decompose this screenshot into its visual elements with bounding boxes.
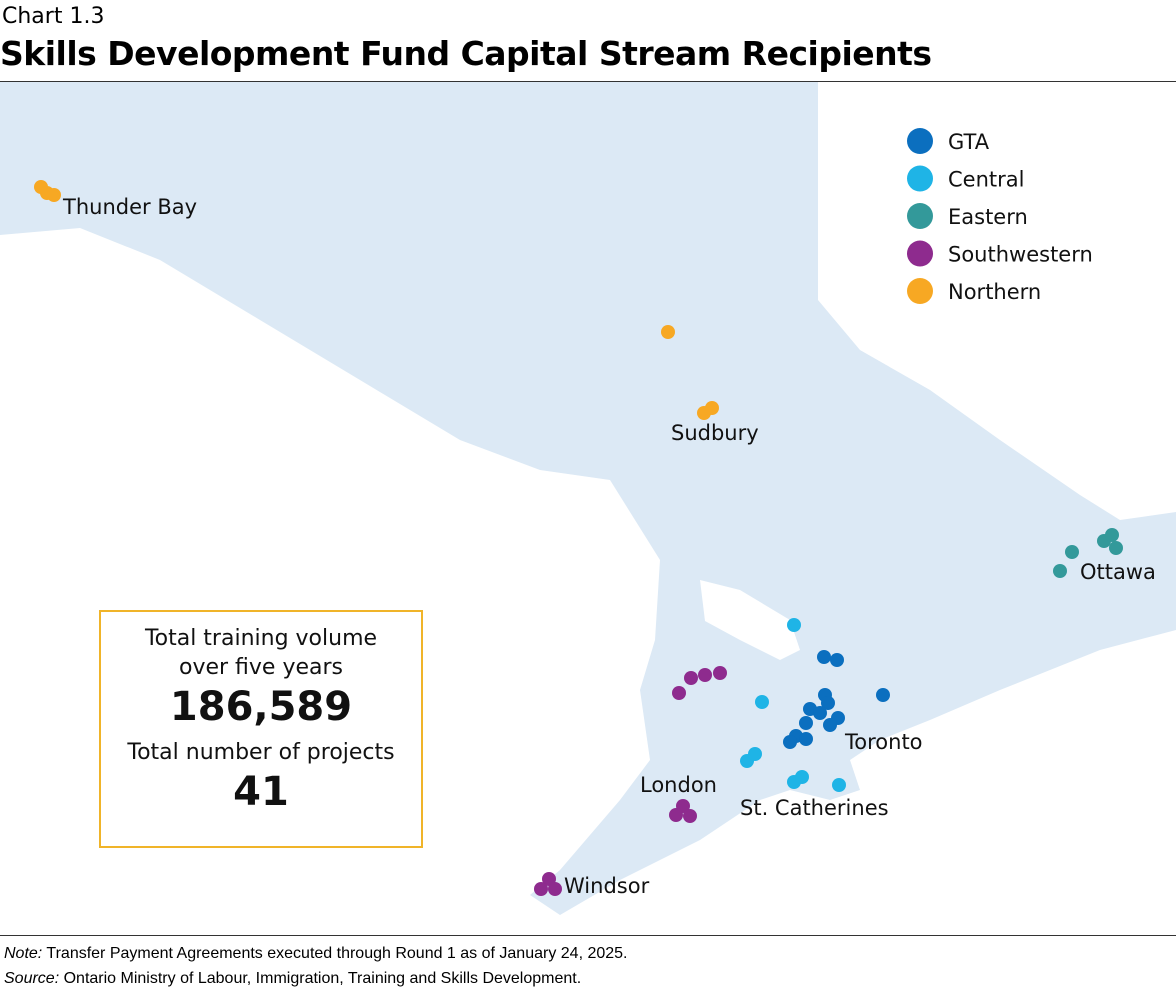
legend-swatch xyxy=(907,203,933,229)
chart-title: Skills Development Fund Capital Stream R… xyxy=(0,34,932,73)
location-dot xyxy=(661,325,675,339)
note: Note: Transfer Payment Agreements execut… xyxy=(4,941,628,966)
city-label: Toronto xyxy=(844,730,923,754)
city-label: Windsor xyxy=(564,874,650,898)
legend-swatch xyxy=(907,165,933,192)
location-dot xyxy=(799,716,813,730)
location-dot xyxy=(1109,541,1123,555)
location-dot xyxy=(823,718,837,732)
location-dot xyxy=(698,668,712,682)
location-dot xyxy=(813,706,827,720)
location-dot xyxy=(783,735,797,749)
legend-label: Eastern xyxy=(948,205,1028,229)
city-label: Sudbury xyxy=(671,421,759,445)
location-dot xyxy=(534,882,548,896)
location-dot xyxy=(1053,564,1067,578)
legend-label: Southwestern xyxy=(948,243,1093,267)
location-dot xyxy=(787,618,801,632)
summary-box: Total training volume over five years 18… xyxy=(99,610,423,848)
city-label: Thunder Bay xyxy=(62,195,197,219)
water xyxy=(700,580,800,660)
location-dot xyxy=(755,695,769,709)
location-dot xyxy=(683,809,697,823)
legend-label: Northern xyxy=(948,280,1041,304)
location-dot xyxy=(47,188,61,202)
volume-value: 186,589 xyxy=(169,684,353,730)
location-dot xyxy=(1105,528,1119,542)
source-label: Source: xyxy=(4,970,60,987)
location-dot xyxy=(684,671,698,685)
projects-label: Total number of projects xyxy=(127,740,395,765)
city-label: Ottawa xyxy=(1080,560,1156,584)
projects-value: 41 xyxy=(233,769,289,815)
location-dot xyxy=(1065,545,1079,559)
location-dot xyxy=(669,808,683,822)
location-dot xyxy=(748,747,762,761)
note-label: Note: xyxy=(4,945,43,962)
location-dot xyxy=(795,770,809,784)
water xyxy=(818,82,1176,520)
legend-label: Central xyxy=(948,168,1024,192)
location-dot xyxy=(705,401,719,415)
legend-swatch xyxy=(907,128,933,154)
city-label: London xyxy=(640,773,717,797)
volume-label: Total training volume over five years xyxy=(144,626,378,680)
location-dot xyxy=(817,650,831,664)
location-dot xyxy=(672,686,686,700)
note-text: Transfer Payment Agreements executed thr… xyxy=(46,945,628,962)
location-dot xyxy=(548,882,562,896)
location-dot xyxy=(830,653,844,667)
chart-label: Chart 1.3 xyxy=(2,4,105,29)
legend-swatch xyxy=(907,240,933,267)
legend-swatch xyxy=(907,278,933,304)
city-label: St. Catherines xyxy=(740,796,889,820)
location-dot xyxy=(799,732,813,746)
location-dot xyxy=(821,696,835,710)
location-dot xyxy=(876,688,890,702)
location-dot xyxy=(832,778,846,792)
legend-label: GTA xyxy=(948,130,990,154)
location-dot xyxy=(713,666,727,680)
footer: Note: Transfer Payment Agreements execut… xyxy=(4,941,628,991)
source: Source: Ontario Ministry of Labour, Immi… xyxy=(4,966,628,991)
source-text: Ontario Ministry of Labour, Immigration,… xyxy=(63,970,582,987)
